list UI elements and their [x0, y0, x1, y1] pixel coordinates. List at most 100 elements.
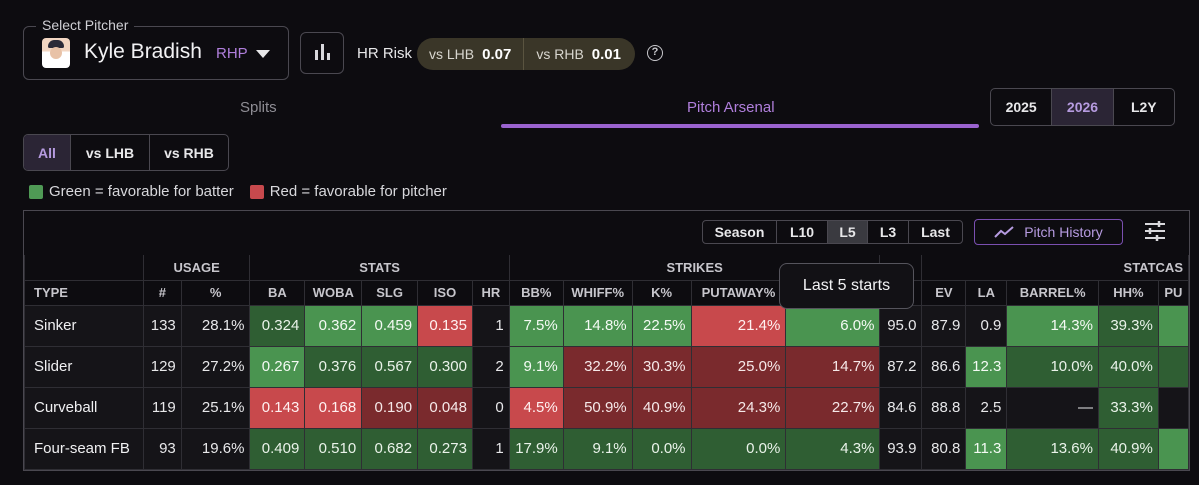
table-cell: [1157, 304, 1189, 347]
table-row: Slider 129 27.2% 0.267 0.376 0.567 0.300 2 9.1% 3…: [24, 345, 1189, 388]
table-cell: 40.9%: [1098, 427, 1159, 470]
table-cell: 25.1%: [180, 386, 251, 429]
pitcher-avatar: [42, 38, 70, 68]
year-2026-button[interactable]: 2026: [1052, 89, 1114, 125]
bar-chart-icon: [326, 53, 330, 60]
table-row: Four-seam FB 93 19.6% 0.409 0.510 0.682 0.273 1…: [24, 427, 1189, 470]
tab-pitch-arsenal[interactable]: Pitch Arsenal: [687, 99, 775, 116]
caret-down-icon[interactable]: [256, 50, 270, 58]
table-row: Curveball 119 25.1% 0.143 0.168 0.190 0.048 0 4.…: [24, 386, 1189, 429]
arsenal-panel: Season L10 L5 L3 Last Pitch History USAG: [23, 210, 1190, 471]
table-cell: 14.3%: [1006, 304, 1099, 347]
period-season-button[interactable]: Season: [703, 221, 777, 243]
period-l10-button[interactable]: L10: [777, 221, 828, 243]
table-cell: 86.6: [921, 345, 967, 388]
column-header[interactable]: K%: [631, 279, 692, 306]
group-header-row: USAGE STATS STRIKES STATCAS: [24, 255, 1189, 281]
column-header[interactable]: SLG: [361, 279, 419, 306]
table-cell: 0.376: [304, 345, 363, 388]
table-cell: 0.0%: [690, 427, 787, 470]
table-cell: 0.190: [361, 386, 419, 429]
table-cell: 2.5: [965, 386, 1008, 429]
table-cell: 24.3%: [690, 386, 787, 429]
table-cell: 0.362: [304, 304, 363, 347]
table-cell: 0.143: [249, 386, 306, 429]
column-header[interactable]: EV: [921, 279, 967, 306]
split-all-button[interactable]: All: [24, 135, 71, 170]
column-header[interactable]: WHIFF%: [562, 279, 633, 306]
table-cell: 87.9: [921, 304, 967, 347]
pitch-history-label: Pitch History: [1024, 224, 1103, 240]
help-icon[interactable]: ?: [647, 45, 663, 61]
table-cell: 0.048: [417, 386, 473, 429]
column-header[interactable]: TYPE: [24, 279, 144, 306]
column-header[interactable]: HH%: [1098, 279, 1159, 306]
column-header[interactable]: BARREL%: [1006, 279, 1099, 306]
period-last-button[interactable]: Last: [921, 224, 950, 240]
table-cell: 30.3%: [631, 345, 692, 388]
table-cell: 0.267: [249, 345, 306, 388]
pitch-history-button[interactable]: Pitch History: [974, 219, 1123, 245]
column-header[interactable]: PU: [1157, 279, 1189, 306]
column-header[interactable]: ISO: [417, 279, 473, 306]
table-cell: 0: [471, 386, 510, 429]
column-header[interactable]: #: [142, 279, 182, 306]
group-header: [24, 255, 144, 281]
column-header[interactable]: WOBA: [304, 279, 363, 306]
column-header[interactable]: HR: [471, 279, 510, 306]
split-vs-rhb-button[interactable]: vs RHB: [164, 144, 214, 161]
tab-splits[interactable]: Splits: [240, 99, 277, 116]
table-cell: [1157, 386, 1189, 429]
table-cell: 22.7%: [785, 386, 881, 429]
column-header[interactable]: BB%: [508, 279, 564, 306]
table-cell: 6.0%: [785, 304, 881, 347]
period-selector: Season L10 L5 L3 Last: [702, 220, 963, 244]
table-cell: 10.0%: [1006, 345, 1099, 388]
hr-risk-rhb-value: 0.01: [591, 45, 621, 63]
year-2025-button[interactable]: 2025: [991, 89, 1053, 125]
table-cell: 25.0%: [690, 345, 787, 388]
table-cell: 4.3%: [785, 427, 881, 470]
column-header[interactable]: PUTAWAY%: [690, 279, 787, 306]
year-l2y-button[interactable]: L2Y: [1130, 99, 1157, 115]
table-cell: 119: [142, 386, 182, 429]
table-cell: 0.567: [361, 345, 419, 388]
sliders-icon[interactable]: [1144, 220, 1166, 242]
column-header-row: TYPE #% BA WOBA SLG ISO HR BB% WHIFF% K% PUTAWAY% E…: [24, 279, 1189, 306]
bar-chart-icon: [314, 50, 318, 60]
table-cell: 22.5%: [631, 304, 692, 347]
pitcher-select[interactable]: Select Pitcher Kyle Bradish RHP: [23, 17, 289, 80]
table-cell: [1157, 427, 1189, 470]
table-cell: 40.0%: [1098, 345, 1159, 388]
hr-risk-label: HR Risk: [357, 45, 412, 62]
group-header-usage: USAGE: [142, 255, 251, 281]
table-cell: 1: [471, 304, 510, 347]
group-header-statcast: STATCAS: [921, 255, 1189, 281]
table-cell: 80.8: [921, 427, 967, 470]
period-l5-button[interactable]: L5: [828, 221, 868, 243]
split-filter: All vs LHB vs RHB: [23, 134, 229, 171]
table-cell: 0.682: [361, 427, 419, 470]
table-cell: 88.8: [921, 386, 967, 429]
table-cell: 27.2%: [180, 345, 251, 388]
column-header[interactable]: %: [180, 279, 251, 306]
table-cell: 17.9%: [508, 427, 564, 470]
green-swatch: [29, 184, 43, 199]
pitcher-hand: RHP: [216, 45, 248, 62]
table-cell: 2: [471, 345, 510, 388]
period-l3-button[interactable]: L3: [868, 221, 909, 243]
table-cell: 0.273: [417, 427, 473, 470]
legend-red-text: Red = favorable for pitcher: [269, 183, 447, 200]
table-cell: 87.2: [879, 345, 923, 388]
column-header[interactable]: LA: [965, 279, 1008, 306]
bar-chart-button[interactable]: [300, 32, 344, 74]
hr-risk-lhb-label: vs LHB: [429, 46, 475, 62]
table-cell: 0.9: [965, 304, 1008, 347]
table-cell: 28.1%: [180, 304, 251, 347]
table-cell: 0.168: [304, 386, 363, 429]
column-header[interactable]: BA: [249, 279, 306, 306]
table-cell: 84.6: [879, 386, 923, 429]
split-vs-lhb-button[interactable]: vs LHB: [71, 135, 150, 170]
table-cell: 14.8%: [562, 304, 633, 347]
table-cell: 9.1%: [562, 427, 633, 470]
